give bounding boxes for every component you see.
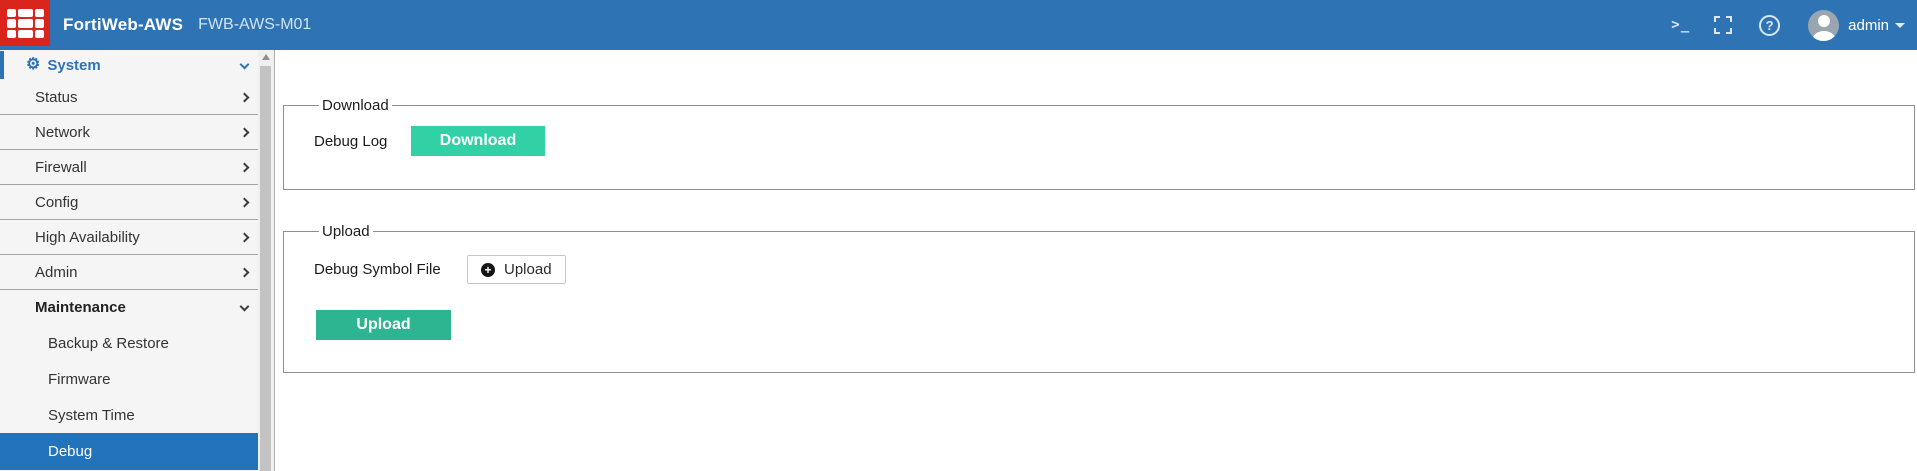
sidebar-item-backup-restore[interactable]: Backup & Restore bbox=[0, 325, 258, 361]
chevron-down-icon bbox=[1895, 22, 1905, 28]
sidebar-item-config[interactable]: Config bbox=[0, 185, 258, 220]
debug-log-row: Debug Log Download bbox=[314, 126, 1914, 156]
help-icon[interactable]: ? bbox=[1759, 14, 1781, 36]
scrollbar-up-arrow-icon[interactable] bbox=[262, 54, 270, 60]
device-name: FWB-AWS-M01 bbox=[198, 16, 312, 33]
sidebar-item-label: Network bbox=[35, 123, 91, 141]
sidebar-scrollbar[interactable] bbox=[258, 50, 274, 471]
upload-legend: Upload bbox=[322, 223, 370, 240]
upload-submit-button[interactable]: Upload bbox=[316, 310, 451, 340]
download-legend: Download bbox=[322, 97, 389, 114]
sidebar-item-firmware[interactable]: Firmware bbox=[0, 361, 258, 397]
file-choose-button-label: Upload bbox=[504, 261, 552, 278]
plus-circle-icon: + bbox=[481, 262, 495, 277]
debug-log-label: Debug Log bbox=[314, 132, 388, 150]
sidebar-item-label: System Time bbox=[48, 406, 135, 424]
sidebar-item-label: Firewall bbox=[35, 158, 87, 176]
user-menu[interactable]: admin bbox=[1808, 9, 1905, 41]
sidebar-item-label: Firmware bbox=[48, 370, 111, 388]
sidebar-item-network[interactable]: Network bbox=[0, 115, 258, 150]
chevron-right-icon bbox=[239, 162, 250, 172]
main-layout: ⚙ System Status Network Firewall Config High A… bbox=[0, 50, 1917, 471]
chevron-right-icon bbox=[239, 232, 250, 242]
sidebar-item-high-availability[interactable]: High Availability bbox=[0, 220, 258, 255]
sidebar-nav: ⚙ System Status Network Firewall Config High A… bbox=[0, 50, 258, 471]
fullscreen-icon[interactable] bbox=[1714, 16, 1733, 34]
username: admin bbox=[1848, 16, 1889, 34]
download-section: Download Debug Log Download bbox=[283, 97, 1915, 190]
sidebar-item-status[interactable]: Status bbox=[0, 80, 258, 115]
sidebar-item-firewall[interactable]: Firewall bbox=[0, 150, 258, 185]
gear-icon: ⚙ bbox=[26, 56, 41, 73]
sidebar-item-system[interactable]: ⚙ System bbox=[0, 50, 258, 80]
fortinet-logo bbox=[0, 0, 50, 46]
chevron-right-icon bbox=[239, 267, 250, 277]
debug-symbol-file-label: Debug Symbol File bbox=[314, 261, 441, 278]
sidebar: ⚙ System Status Network Firewall Config High A… bbox=[0, 50, 275, 471]
chevron-down-icon bbox=[239, 59, 250, 69]
sidebar-item-admin[interactable]: Admin bbox=[0, 255, 258, 290]
chevron-right-icon bbox=[239, 197, 250, 207]
chevron-down-icon bbox=[239, 301, 250, 312]
content-area: Download Debug Log Download Upload Debug… bbox=[275, 50, 1917, 471]
avatar[interactable] bbox=[1808, 9, 1840, 41]
cli-console-icon[interactable]: >_ bbox=[1671, 17, 1691, 33]
sidebar-item-maintenance[interactable]: Maintenance bbox=[0, 290, 258, 325]
upload-section: Upload Debug Symbol File + Upload Upload bbox=[283, 223, 1915, 373]
debug-symbol-file-row: Debug Symbol File + Upload bbox=[314, 255, 1914, 284]
header-actions: >_ ? admin bbox=[1671, 9, 1917, 41]
product-title: FortiWeb-AWS bbox=[63, 15, 184, 34]
app-header: FortiWeb-AWS FWB-AWS-M01 >_ ? admin bbox=[0, 0, 1917, 50]
sidebar-item-label: Config bbox=[35, 193, 79, 211]
file-choose-button[interactable]: + Upload bbox=[467, 255, 566, 284]
sidebar-item-system-time[interactable]: System Time bbox=[0, 397, 258, 433]
sidebar-item-debug[interactable]: Debug bbox=[0, 433, 258, 470]
download-button[interactable]: Download bbox=[411, 126, 545, 156]
sidebar-item-label: System bbox=[47, 56, 101, 74]
scrollbar-thumb[interactable] bbox=[260, 66, 271, 471]
sidebar-item-label: Admin bbox=[35, 263, 78, 281]
chevron-right-icon bbox=[239, 92, 250, 102]
chevron-right-icon bbox=[239, 127, 250, 137]
sidebar-item-label: Debug bbox=[48, 443, 93, 460]
sidebar-item-label: Maintenance bbox=[35, 299, 126, 316]
sidebar-item-label: Status bbox=[35, 88, 78, 106]
sidebar-item-label: High Availability bbox=[35, 228, 140, 246]
fortinet-logo-grid bbox=[6, 8, 44, 38]
sidebar-item-label: Backup & Restore bbox=[48, 334, 169, 352]
